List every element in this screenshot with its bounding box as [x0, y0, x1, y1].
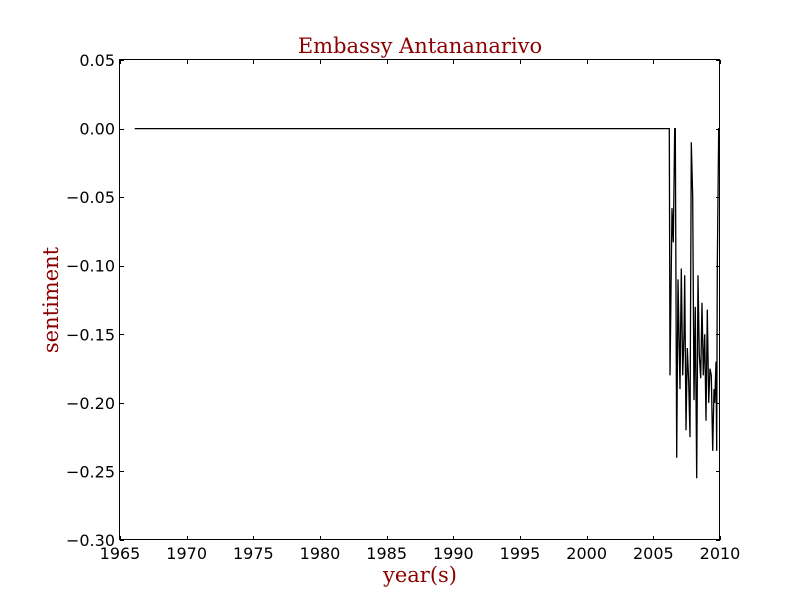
y-tick-label: −0.20 — [66, 394, 115, 413]
y-tick-label: 0.00 — [79, 120, 115, 139]
x-axis-title: year(s) — [382, 563, 457, 587]
x-tick-label: 1975 — [233, 544, 274, 563]
chart-title: Embassy Antananarivo — [298, 34, 542, 58]
x-tick-label: 1995 — [500, 544, 541, 563]
plot-area-frame — [119, 59, 720, 540]
x-tick-label: 2010 — [700, 544, 741, 563]
y-tick-label: −0.30 — [66, 531, 115, 550]
x-tick-label: 1990 — [433, 544, 474, 563]
y-tick-label: −0.15 — [66, 325, 115, 344]
sentiment-series-line — [134, 127, 720, 479]
x-tick-label: 1980 — [300, 544, 341, 563]
x-tick-label: 1965 — [100, 544, 141, 563]
y-tick-label: −0.05 — [66, 188, 115, 207]
x-tick-label: 2000 — [566, 544, 607, 563]
y-tick-label: −0.10 — [66, 257, 115, 276]
x-tick-label: 1985 — [366, 544, 407, 563]
x-axis: 1965 1970 1975 1980 1985 1990 1995 2000 2005 2010 — [100, 60, 741, 563]
x-tick-label: 1970 — [166, 544, 207, 563]
y-axis-title: sentiment — [39, 246, 63, 353]
y-axis: 0.05 0.00 −0.05 −0.10 −0.15 −0.20 −0.25 −0.30 — [66, 51, 720, 550]
y-tick-label: 0.05 — [79, 51, 115, 70]
x-tick-label: 2005 — [633, 544, 674, 563]
y-tick-label: −0.25 — [66, 462, 115, 481]
